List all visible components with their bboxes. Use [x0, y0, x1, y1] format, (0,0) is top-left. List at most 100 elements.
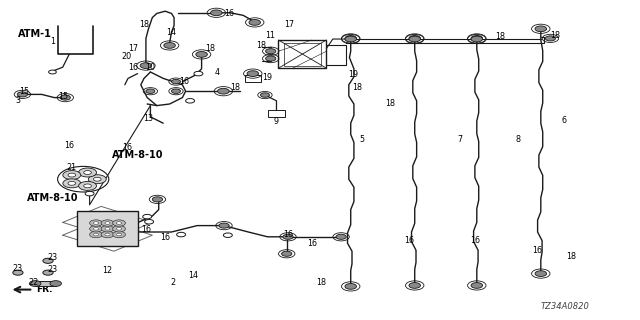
Text: 2: 2: [170, 278, 175, 287]
Circle shape: [79, 168, 97, 177]
Circle shape: [116, 233, 122, 236]
Circle shape: [93, 228, 99, 230]
Circle shape: [43, 270, 53, 275]
Text: 11: 11: [265, 31, 275, 40]
Text: 9: 9: [274, 117, 279, 126]
Circle shape: [266, 56, 276, 61]
Text: 16: 16: [532, 246, 543, 255]
Circle shape: [186, 99, 195, 103]
Circle shape: [266, 49, 276, 54]
Circle shape: [409, 36, 420, 41]
Text: 4: 4: [215, 68, 220, 76]
Bar: [35, 281, 56, 286]
Text: 17: 17: [128, 44, 138, 53]
Text: 23: 23: [47, 253, 58, 262]
Circle shape: [43, 258, 53, 263]
Circle shape: [283, 234, 293, 239]
Bar: [268, 110, 285, 117]
Text: 18: 18: [550, 31, 561, 40]
Circle shape: [164, 43, 175, 48]
Circle shape: [90, 231, 102, 238]
Circle shape: [84, 184, 92, 188]
Circle shape: [90, 226, 102, 232]
Circle shape: [409, 283, 420, 288]
Text: 17: 17: [284, 20, 294, 28]
Text: 3: 3: [15, 96, 20, 105]
Text: FR.: FR.: [36, 285, 52, 294]
Text: 16: 16: [64, 141, 74, 150]
Text: 18: 18: [205, 44, 215, 53]
Circle shape: [471, 283, 483, 288]
Text: 1: 1: [50, 37, 55, 46]
Text: 15: 15: [19, 87, 29, 96]
Text: 18: 18: [230, 83, 241, 92]
Circle shape: [172, 79, 180, 84]
Circle shape: [140, 63, 152, 68]
Text: 16: 16: [122, 143, 132, 152]
Circle shape: [101, 226, 114, 232]
Circle shape: [345, 284, 356, 289]
Circle shape: [223, 233, 232, 237]
Circle shape: [345, 36, 356, 41]
Circle shape: [105, 222, 110, 224]
Text: 18: 18: [140, 20, 150, 29]
Text: 18: 18: [385, 99, 396, 108]
Circle shape: [85, 191, 94, 196]
Circle shape: [535, 271, 547, 276]
Text: 8: 8: [516, 135, 521, 144]
Circle shape: [146, 89, 155, 93]
Circle shape: [49, 70, 56, 74]
Text: 21: 21: [67, 163, 77, 172]
Text: 18: 18: [566, 252, 576, 261]
Circle shape: [211, 10, 222, 16]
Circle shape: [113, 226, 125, 232]
Circle shape: [336, 234, 346, 239]
Circle shape: [68, 173, 76, 177]
Circle shape: [409, 36, 420, 42]
Circle shape: [113, 220, 125, 226]
Text: 19: 19: [348, 70, 358, 79]
Circle shape: [471, 36, 483, 41]
Circle shape: [88, 175, 106, 184]
Text: 16: 16: [283, 230, 293, 239]
Circle shape: [471, 36, 483, 42]
Circle shape: [196, 52, 207, 57]
Circle shape: [101, 220, 114, 226]
Circle shape: [93, 177, 101, 181]
Circle shape: [116, 228, 122, 230]
Text: ATM-8-10: ATM-8-10: [112, 150, 163, 160]
Circle shape: [17, 92, 28, 97]
Circle shape: [101, 231, 114, 238]
Circle shape: [105, 228, 110, 230]
Text: ATM-8-10: ATM-8-10: [27, 193, 78, 204]
Text: TZ34A0820: TZ34A0820: [541, 302, 589, 311]
Text: 16: 16: [160, 233, 170, 242]
Circle shape: [260, 93, 269, 97]
Bar: [284, 43, 321, 66]
Text: 20: 20: [122, 52, 132, 60]
Circle shape: [29, 281, 41, 286]
Circle shape: [545, 36, 556, 41]
Bar: [77, 211, 138, 246]
Text: 16: 16: [307, 239, 317, 248]
Text: 16: 16: [179, 77, 189, 86]
Text: 14: 14: [166, 28, 177, 37]
Text: 16: 16: [224, 9, 234, 18]
Circle shape: [345, 36, 356, 42]
Circle shape: [152, 197, 163, 202]
Circle shape: [93, 233, 99, 236]
Text: 19: 19: [262, 73, 273, 82]
Circle shape: [13, 270, 23, 275]
Circle shape: [63, 171, 81, 180]
Circle shape: [79, 181, 97, 190]
Circle shape: [535, 26, 547, 32]
Circle shape: [93, 222, 99, 224]
Circle shape: [105, 233, 110, 236]
Circle shape: [90, 220, 102, 226]
Text: 18: 18: [316, 278, 326, 287]
Circle shape: [194, 71, 203, 76]
Circle shape: [50, 281, 61, 286]
Text: 18: 18: [495, 32, 506, 41]
Text: 18: 18: [352, 83, 362, 92]
Text: 5: 5: [359, 135, 364, 144]
